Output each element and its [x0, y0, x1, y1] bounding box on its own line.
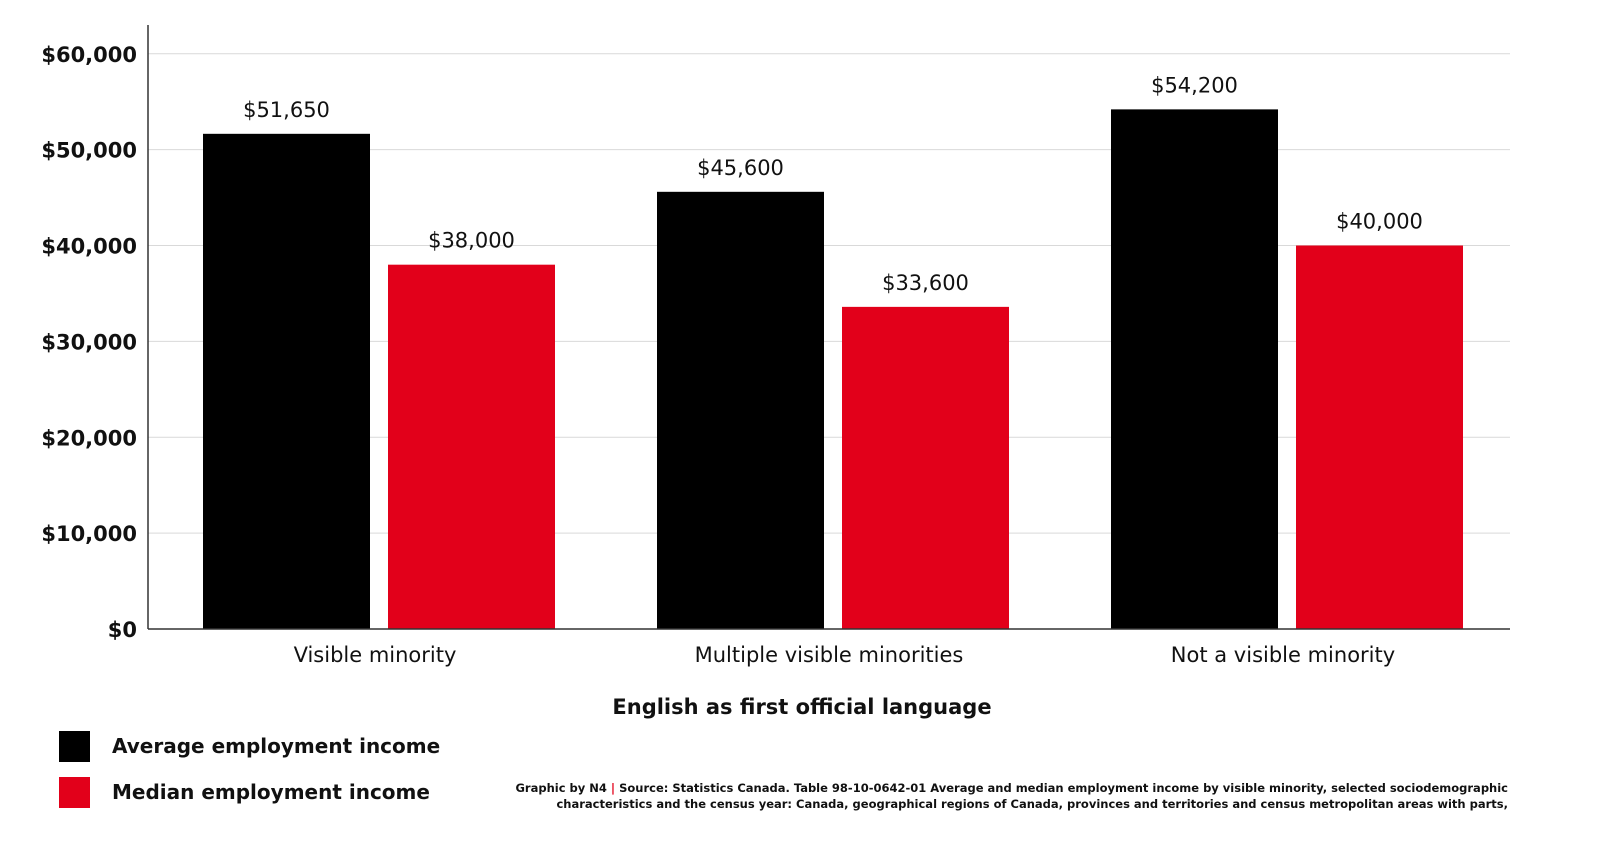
bar-chart: $0 $10,000 $20,000 $30,000 $40,000 $50,000 $60… [41, 25, 1510, 719]
data-label: $51,650 [243, 98, 330, 122]
bars [203, 109, 1463, 630]
bar-average [1111, 109, 1278, 629]
bar-median [842, 306, 1009, 629]
gridlines [148, 53, 1510, 534]
source-credit: Graphic by N4 [515, 781, 607, 795]
axes [147, 25, 1510, 630]
legend-swatch-average [59, 730, 90, 762]
source-line-2: characteristics and the census year: Can… [556, 797, 1508, 811]
bar-median [1296, 245, 1463, 629]
y-tick-label: $50,000 [41, 139, 137, 163]
source-separator: | [610, 781, 616, 795]
x-tick-label: Multiple visible minorities [695, 643, 964, 667]
y-tick-label: $30,000 [41, 330, 137, 354]
x-axis-ticks: Visible minority Multiple visible minorit… [294, 643, 1396, 667]
x-tick-label: Visible minority [294, 643, 457, 667]
y-tick-label: $10,000 [41, 522, 137, 546]
legend-swatch-median [59, 776, 90, 808]
y-tick-label: $0 [108, 618, 137, 642]
data-label: $54,200 [1151, 73, 1238, 97]
x-axis-title: English as first official language [612, 695, 991, 719]
x-tick-label: Not a visible minority [1171, 643, 1395, 667]
data-label: $38,000 [428, 229, 515, 253]
data-label: $40,000 [1336, 210, 1423, 234]
y-tick-label: $60,000 [41, 43, 137, 67]
y-tick-label: $40,000 [41, 235, 137, 259]
legend: Average employment income Median employm… [59, 730, 440, 822]
source-text-1: Source: Statistics Canada. Table 98-10-0… [619, 781, 1508, 795]
y-axis-ticks: $0 $10,000 $20,000 $30,000 $40,000 $50,000 $60… [41, 43, 137, 642]
bar-average [203, 133, 370, 630]
data-labels: $51,650 $38,000 $45,600 $33,600 $54,200 $40,0… [243, 73, 1423, 294]
legend-label-average: Average employment income [112, 734, 441, 758]
bar-median [388, 264, 555, 629]
y-tick-label: $20,000 [41, 426, 137, 450]
data-label: $33,600 [882, 271, 969, 295]
legend-label-median: Median employment income [112, 780, 430, 804]
source-line-1: Graphic by N4 | Source: Statistics Canad… [515, 780, 1508, 796]
source-note: Graphic by N4 | Source: Statistics Canad… [515, 780, 1508, 812]
legend-item-average: Average employment income [59, 730, 440, 762]
legend-item-median: Median employment income [59, 776, 440, 808]
data-label: $45,600 [697, 156, 784, 180]
bar-average [657, 191, 824, 630]
